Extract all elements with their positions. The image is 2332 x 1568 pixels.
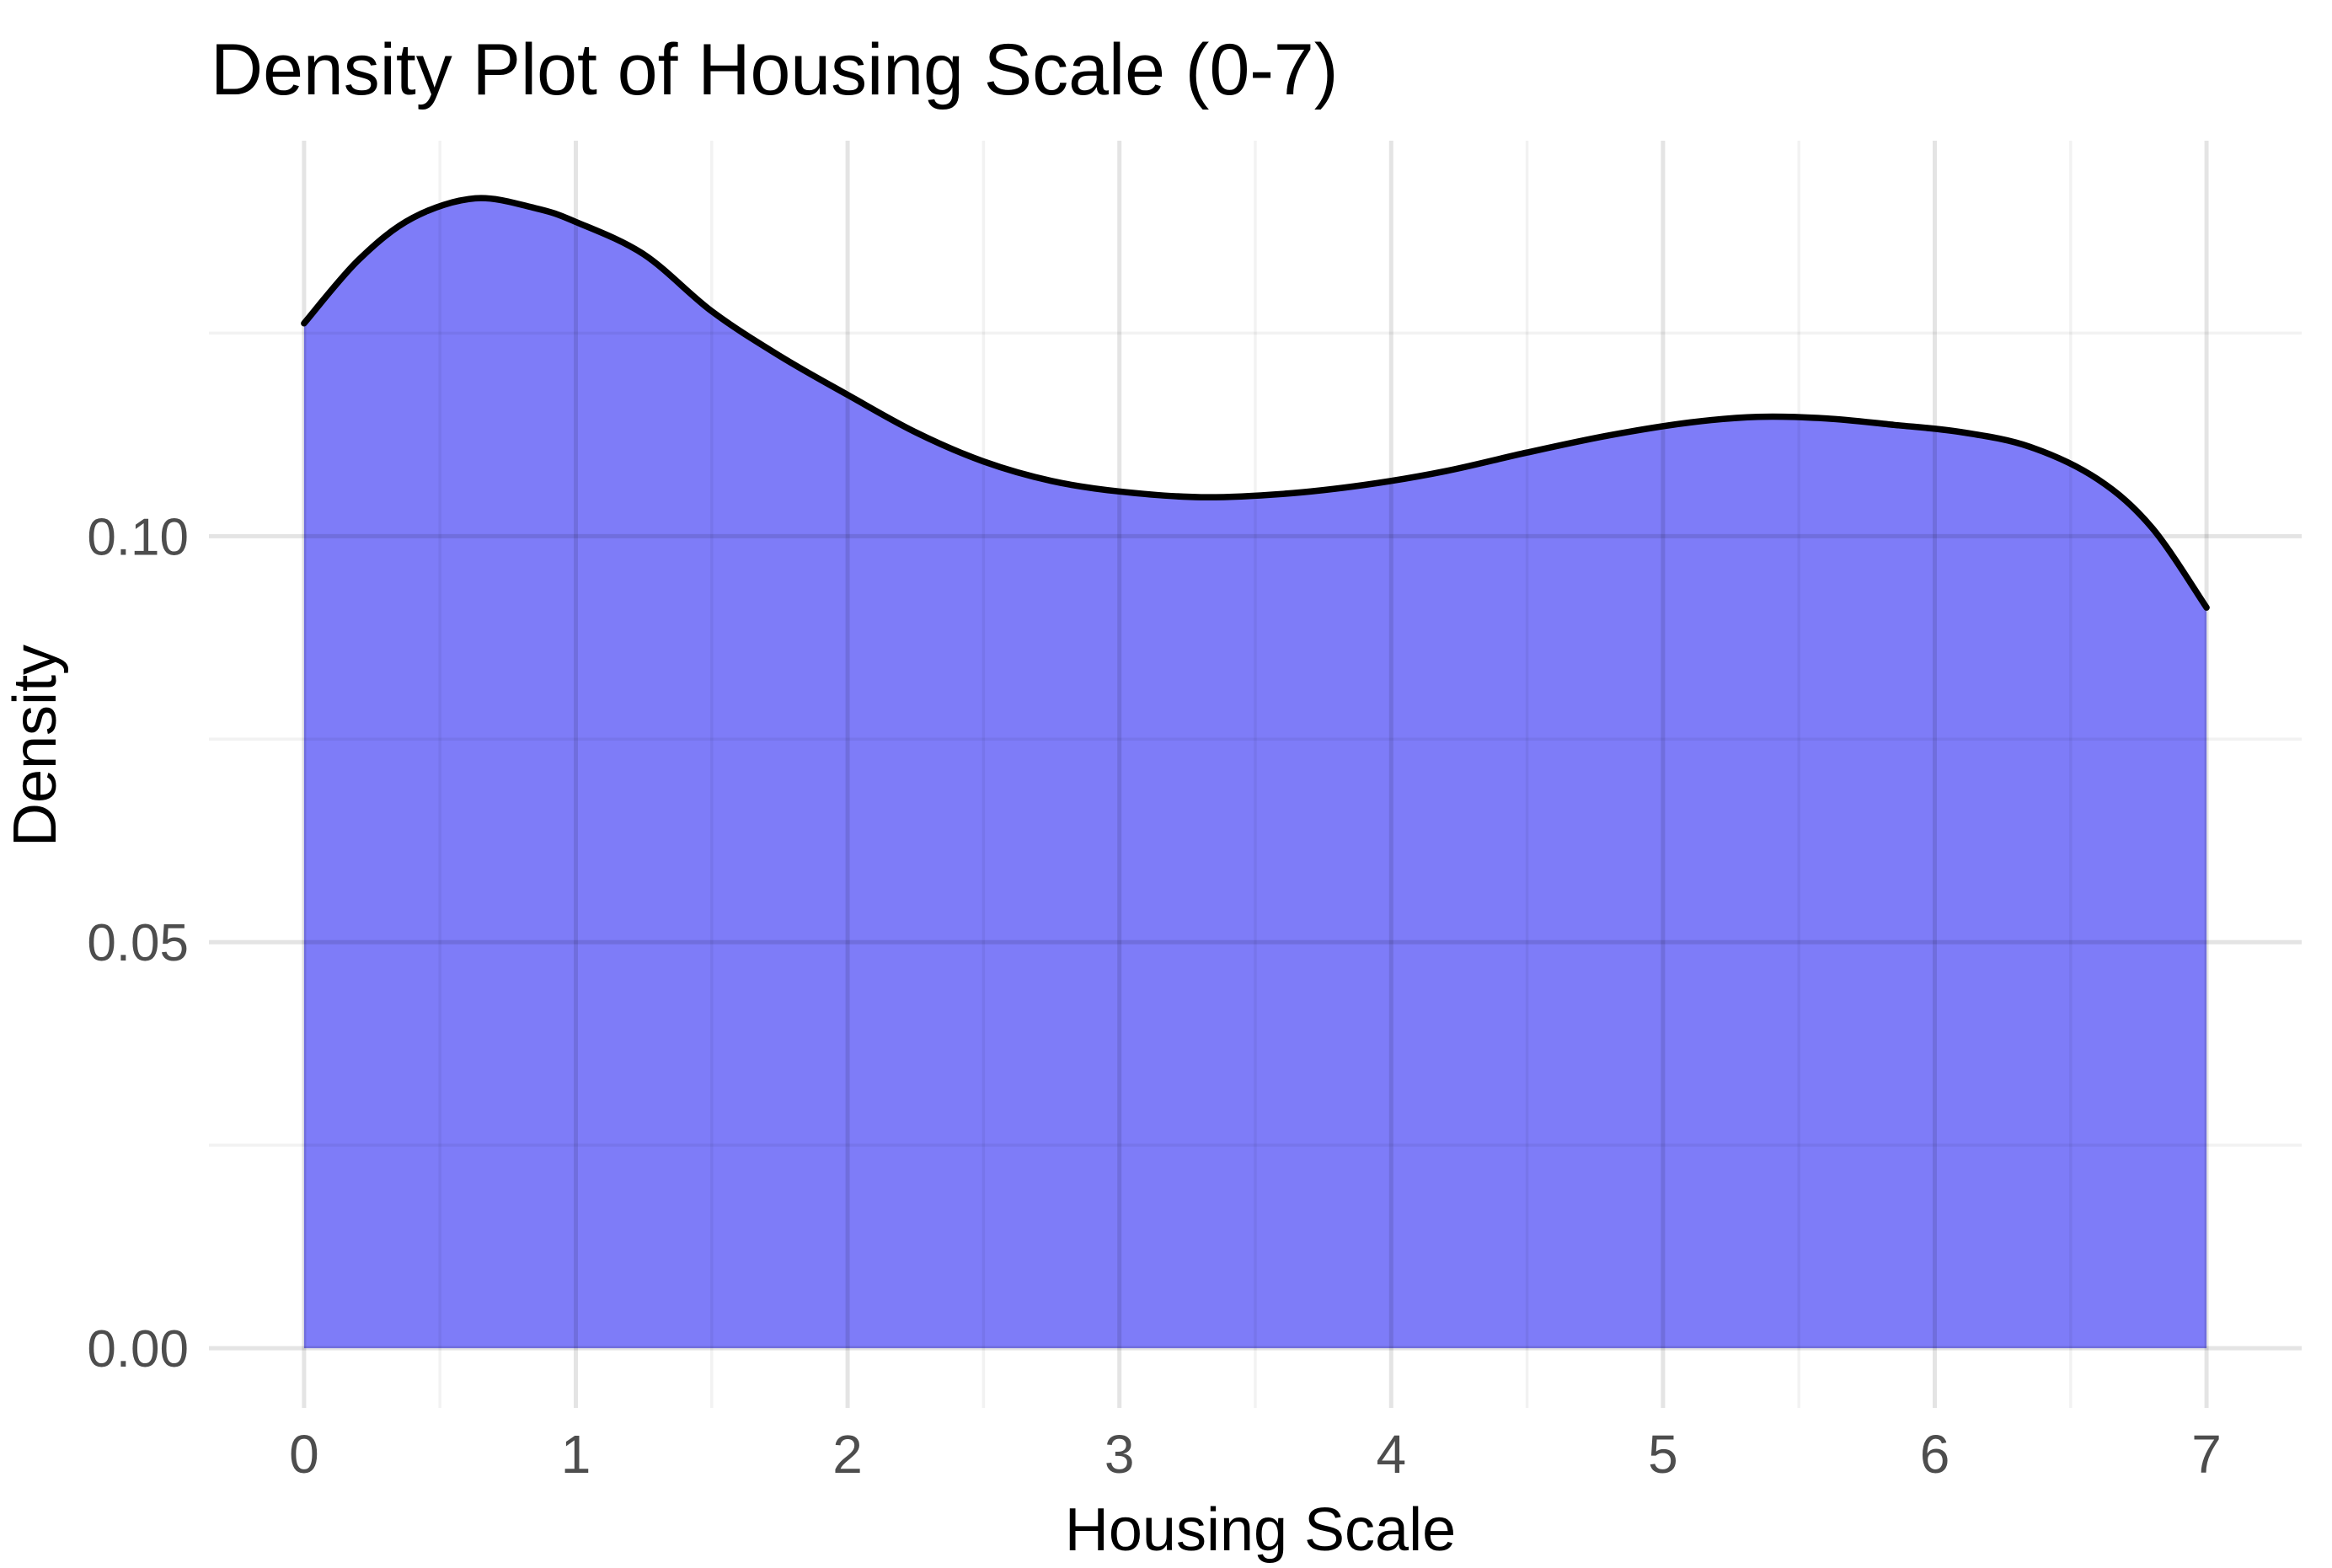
density-curve bbox=[301, 195, 2210, 611]
x-tick-label: 3 bbox=[1104, 1424, 1135, 1485]
density-area-fill bbox=[303, 198, 2207, 1349]
gridline-layer bbox=[209, 141, 2302, 1408]
x-tick-label: 2 bbox=[832, 1424, 863, 1485]
x-tick-label: 4 bbox=[1377, 1424, 1407, 1485]
density-curve-layer bbox=[301, 195, 2210, 611]
x-tick-label: 6 bbox=[1920, 1424, 1950, 1485]
y-axis-title: Density bbox=[2, 645, 69, 847]
x-axis-title: Housing Scale bbox=[1065, 1496, 1456, 1564]
x-tick-label: 0 bbox=[289, 1424, 319, 1485]
density-area-layer bbox=[303, 198, 2207, 1349]
y-tick-label: 0.10 bbox=[87, 508, 189, 566]
y-tick-labels: 0.00 0.05 0.10 bbox=[87, 508, 189, 1378]
plot-title: Density Plot of Housing Scale (0-7) bbox=[211, 29, 1339, 110]
x-tick-label: 7 bbox=[2191, 1424, 2222, 1485]
x-tick-labels: 0 1 2 3 4 5 6 7 bbox=[289, 1424, 2222, 1485]
y-tick-label: 0.05 bbox=[87, 914, 189, 972]
x-tick-label: 5 bbox=[1648, 1424, 1678, 1485]
y-tick-label: 0.00 bbox=[87, 1320, 189, 1378]
x-tick-label: 1 bbox=[561, 1424, 591, 1485]
